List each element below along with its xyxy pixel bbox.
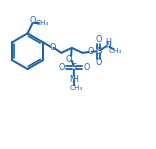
Text: O: O bbox=[29, 16, 35, 25]
Text: O: O bbox=[95, 35, 102, 44]
Text: H: H bbox=[106, 38, 111, 47]
Text: O: O bbox=[65, 55, 72, 64]
Text: H: H bbox=[73, 75, 79, 84]
Text: O: O bbox=[59, 63, 65, 72]
Text: CH₃: CH₃ bbox=[69, 85, 83, 91]
Text: S: S bbox=[96, 47, 101, 56]
Text: O: O bbox=[87, 47, 94, 56]
Text: N: N bbox=[106, 41, 111, 50]
Text: O: O bbox=[83, 63, 90, 72]
Text: S: S bbox=[72, 63, 77, 72]
Text: CH₃: CH₃ bbox=[109, 48, 122, 54]
Text: CH₃: CH₃ bbox=[35, 20, 49, 26]
Text: O: O bbox=[95, 58, 102, 67]
Text: O: O bbox=[49, 43, 56, 52]
Text: N: N bbox=[69, 75, 75, 84]
